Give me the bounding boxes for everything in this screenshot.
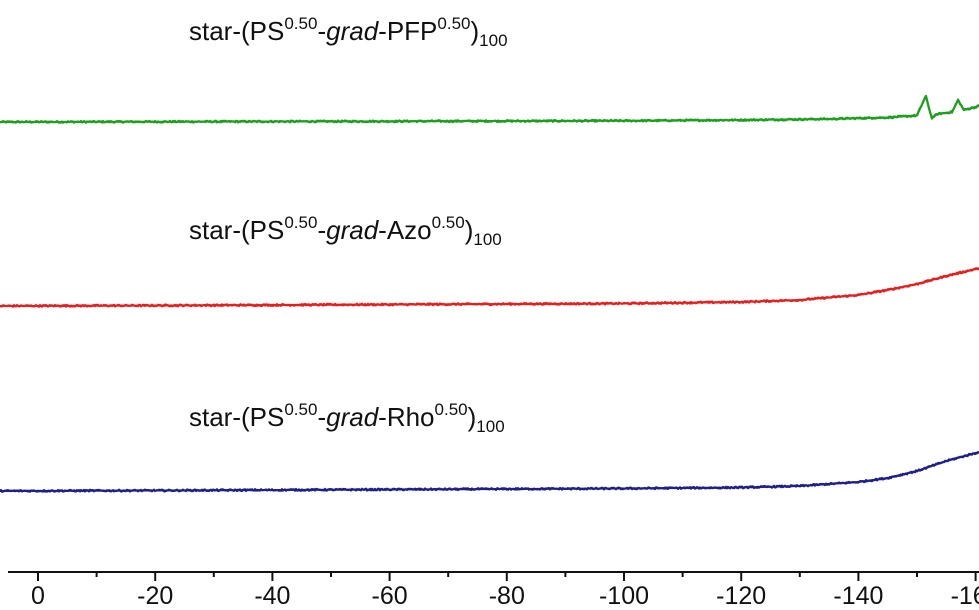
series-label-azo: star-(PS0.50-grad-Azo0.50)100 <box>189 213 502 249</box>
x-tick-label: -20 <box>137 582 173 610</box>
x-tick-label: -60 <box>372 582 408 610</box>
x-tick-label: -100 <box>599 582 649 610</box>
spectrum-envelope-2 <box>0 267 979 307</box>
x-tick-label: -120 <box>716 582 766 610</box>
spectrum-trace-2 <box>0 267 979 308</box>
x-tick-label: -80 <box>489 582 525 610</box>
spectra-traces <box>0 94 979 493</box>
spectrum-envelope-1 <box>0 95 979 123</box>
x-tick-label: 0 <box>31 582 45 610</box>
x-tick-label: -160 <box>951 582 979 610</box>
x-tick-label: -140 <box>833 582 883 610</box>
spectrum-trace-3 <box>0 451 979 493</box>
x-axis: 0-20-40-60-80-100-120-140-160-180-200 <box>8 571 979 610</box>
x-tick-label: -40 <box>254 582 290 610</box>
series-label-pfp: star-(PS0.50-grad-PFP0.50)100 <box>189 14 508 50</box>
spectrum-envelope-3 <box>0 451 979 492</box>
series-label-rho: star-(PS0.50-grad-Rho0.50)100 <box>189 400 505 436</box>
